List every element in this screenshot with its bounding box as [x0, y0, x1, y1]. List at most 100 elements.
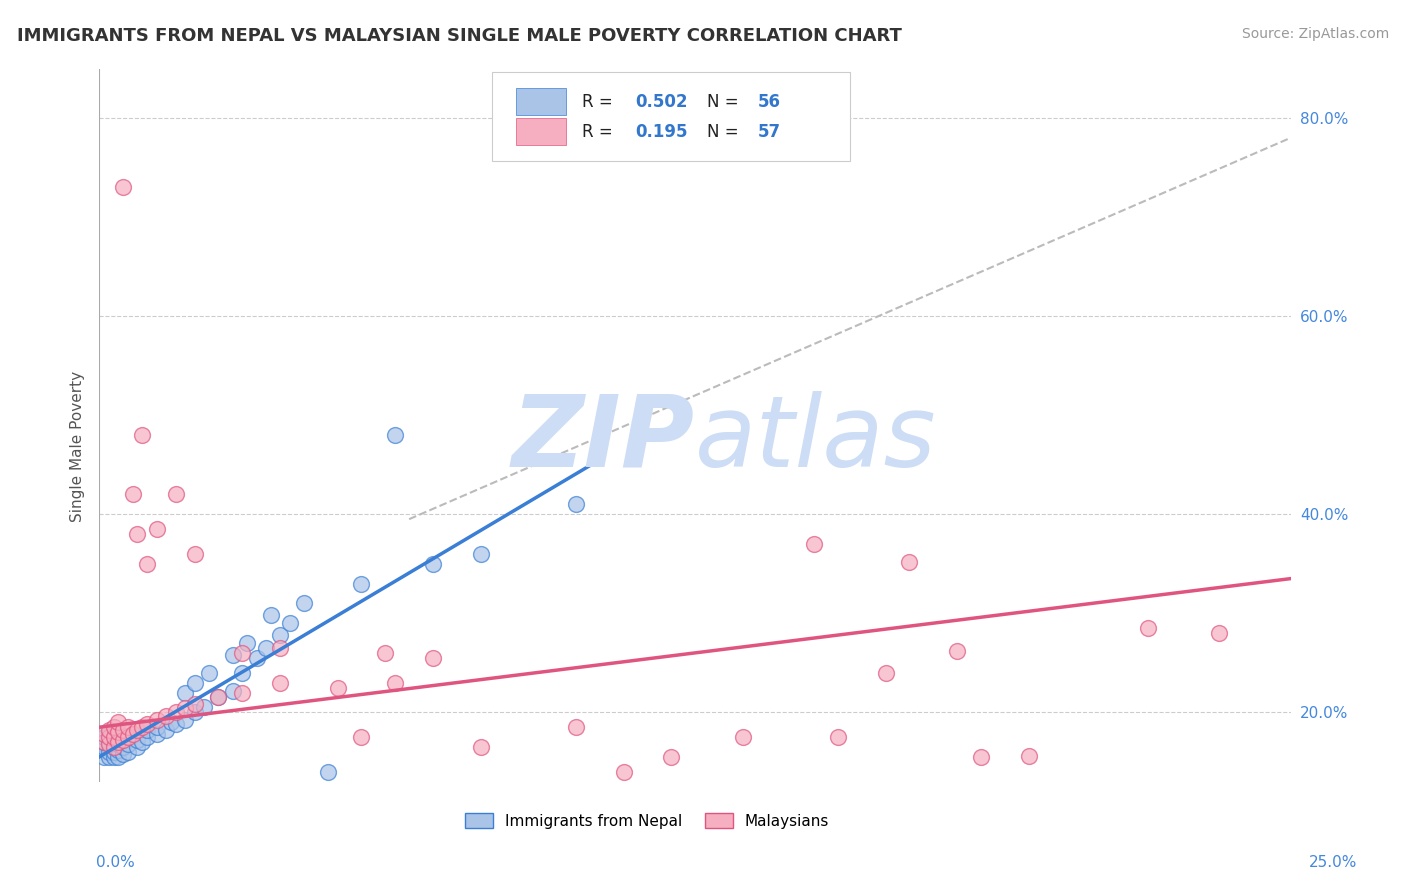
Point [117, 720, 139, 734]
Point [97, 730, 120, 744]
Point [136, 723, 159, 738]
Text: 0.0%: 0.0% [96, 855, 135, 870]
Point [316, 764, 339, 779]
Point [107, 735, 129, 749]
Point [1136, 621, 1159, 635]
Point [117, 737, 139, 751]
Point [470, 547, 492, 561]
Point [165, 717, 187, 731]
Point [112, 180, 135, 194]
Point [93, 727, 115, 741]
Point [422, 557, 444, 571]
Point [97, 730, 120, 744]
Point [131, 720, 153, 734]
Point [103, 720, 125, 734]
Text: N =: N = [707, 93, 744, 111]
Point [875, 665, 897, 680]
Text: Single Male Poverty: Single Male Poverty [70, 370, 84, 522]
Point [145, 522, 167, 536]
Point [350, 576, 373, 591]
Point [183, 675, 205, 690]
Point [612, 764, 634, 779]
FancyBboxPatch shape [492, 72, 849, 161]
Point [193, 700, 215, 714]
Point [103, 750, 125, 764]
Point [117, 745, 139, 759]
Point [117, 730, 139, 744]
Point [112, 739, 135, 754]
Point [97, 723, 120, 738]
Point [183, 706, 205, 720]
Text: 0.195: 0.195 [636, 122, 688, 141]
Point [112, 747, 135, 761]
Point [659, 750, 682, 764]
Point [326, 681, 349, 695]
Point [107, 725, 129, 739]
Text: N =: N = [707, 122, 744, 141]
Point [97, 735, 120, 749]
Point [112, 723, 135, 738]
Point [131, 735, 153, 749]
Text: ZIP: ZIP [512, 391, 695, 488]
Point [117, 729, 139, 743]
Point [1208, 626, 1230, 640]
Point [384, 675, 406, 690]
Point [207, 690, 229, 705]
Text: 56: 56 [758, 93, 782, 111]
Point [145, 720, 167, 734]
Point [183, 547, 205, 561]
Point [165, 487, 187, 501]
Text: atlas: atlas [695, 391, 936, 488]
Point [136, 730, 159, 744]
Point [97, 737, 120, 751]
Point [136, 717, 159, 731]
Point [198, 665, 221, 680]
Point [207, 690, 229, 705]
Point [174, 713, 197, 727]
Text: Source: ZipAtlas.com: Source: ZipAtlas.com [1241, 27, 1389, 41]
Point [107, 743, 129, 757]
Point [422, 650, 444, 665]
Point [222, 648, 245, 662]
Point [946, 644, 969, 658]
Point [121, 727, 143, 741]
Text: IMMIGRANTS FROM NEPAL VS MALAYSIAN SINGLE MALE POVERTY CORRELATION CHART: IMMIGRANTS FROM NEPAL VS MALAYSIAN SINGL… [17, 27, 901, 45]
Point [112, 733, 135, 747]
Point [231, 646, 253, 660]
Point [384, 428, 406, 442]
Point [260, 608, 283, 623]
Point [93, 750, 115, 764]
Point [827, 730, 849, 744]
Point [374, 646, 396, 660]
Point [165, 706, 187, 720]
Text: 0.502: 0.502 [636, 93, 688, 111]
Point [269, 628, 291, 642]
Point [103, 739, 125, 754]
Point [898, 555, 921, 569]
Point [107, 715, 129, 730]
Point [970, 750, 993, 764]
Point [160, 715, 183, 730]
Point [803, 537, 825, 551]
Point [103, 745, 125, 759]
Point [254, 640, 277, 655]
Point [97, 750, 120, 764]
Point [107, 750, 129, 764]
Text: R =: R = [582, 93, 617, 111]
Point [236, 636, 259, 650]
Point [155, 723, 177, 738]
Point [155, 709, 177, 723]
Text: 57: 57 [758, 122, 782, 141]
Point [131, 428, 153, 442]
Point [278, 616, 301, 631]
Point [269, 675, 291, 690]
Text: 25.0%: 25.0% [1309, 855, 1357, 870]
Text: R =: R = [582, 122, 623, 141]
Point [103, 727, 125, 741]
Point [93, 739, 115, 754]
FancyBboxPatch shape [516, 119, 567, 145]
Point [174, 701, 197, 715]
Point [121, 487, 143, 501]
Point [103, 739, 125, 754]
Point [107, 737, 129, 751]
